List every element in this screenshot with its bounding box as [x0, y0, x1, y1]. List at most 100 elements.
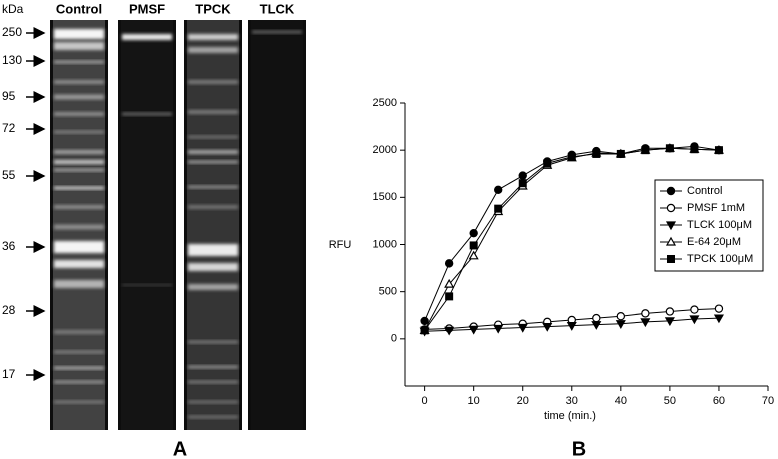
gel-band [122, 284, 172, 286]
point [444, 278, 455, 288]
y-tick-label: 2500 [373, 97, 397, 109]
gel-band [54, 42, 104, 50]
lane-label: TPCK [195, 1, 231, 16]
point [469, 228, 478, 238]
gel-band [54, 94, 104, 100]
x-tick-label: 20 [517, 395, 529, 407]
gel-band [54, 160, 104, 164]
point [641, 146, 650, 155]
gel-band [54, 280, 104, 288]
x-tick-label: 10 [468, 395, 480, 407]
point [444, 259, 454, 268]
point [690, 305, 699, 314]
point [665, 236, 677, 246]
point [494, 204, 503, 213]
marker-label: 36 [2, 239, 16, 253]
x-tick-label: 70 [762, 395, 774, 407]
gel-band [54, 168, 104, 172]
point [666, 186, 676, 196]
point [713, 314, 724, 324]
gel-band [54, 112, 104, 116]
x-axis-label: time (min.) [544, 410, 596, 422]
gel-band [54, 150, 104, 154]
point [517, 323, 528, 333]
gel-band [188, 160, 238, 164]
marker-label: 17 [2, 367, 16, 381]
gel-band [188, 244, 238, 256]
gel-band [188, 380, 238, 384]
gel-band [188, 340, 238, 344]
x-tick-label: 30 [566, 395, 578, 407]
point [666, 255, 675, 264]
plot: 0 500 1000 1500 2000 2500 0 10 20 30 40 50 60 70 Contr… [373, 97, 775, 407]
point [420, 326, 429, 335]
gel-band [54, 400, 104, 404]
point [592, 149, 601, 158]
point [690, 145, 699, 154]
point [665, 144, 674, 153]
gel-band [188, 284, 238, 290]
point [666, 203, 676, 213]
marker-label: 250 [2, 25, 22, 39]
point [714, 304, 724, 313]
point [444, 326, 455, 336]
gel-band [54, 330, 104, 334]
point [714, 146, 723, 155]
panel-label: A [173, 438, 187, 459]
legend-label: TPCK 100μM [687, 253, 753, 265]
point [567, 152, 576, 161]
x-tick-label: 60 [713, 395, 725, 407]
point [518, 179, 527, 188]
point [689, 315, 700, 325]
gel-band [54, 224, 104, 230]
legend-label: E-64 20μM [687, 236, 741, 248]
point [664, 317, 675, 327]
point [468, 325, 479, 335]
legend-label: Control [687, 185, 722, 197]
gel-unit: kDa [2, 2, 24, 16]
legend-label: PMSF 1mM [687, 202, 745, 214]
gel-band [188, 415, 238, 419]
point [445, 292, 454, 301]
panel-label: B [572, 438, 586, 459]
gel-band [54, 260, 104, 268]
marker-label: 130 [2, 53, 22, 67]
point [469, 241, 478, 250]
gel-band [188, 185, 238, 189]
gel-band [188, 47, 238, 53]
lane-label: PMSF [129, 1, 165, 16]
point [493, 324, 504, 334]
y-tick-label: 2000 [373, 144, 397, 156]
gel-band [188, 34, 238, 40]
marker-label: 72 [2, 121, 16, 135]
point [494, 185, 503, 194]
gel-band [122, 112, 172, 116]
gel-smear [121, 20, 173, 430]
point [543, 159, 552, 168]
point [640, 318, 651, 328]
point [616, 311, 626, 321]
gel-band [54, 186, 104, 190]
gel-band [252, 30, 302, 34]
gel-band [54, 380, 104, 384]
y-tick-label: 1000 [373, 238, 397, 250]
point [542, 322, 553, 332]
y-tick-label: 500 [379, 286, 397, 298]
gel-band [54, 350, 104, 354]
marker-label: 55 [2, 168, 16, 182]
legend-label: TLCK 100μM [687, 219, 752, 231]
point [592, 313, 601, 323]
gel-smear [251, 20, 303, 430]
gel-lane [248, 20, 306, 430]
gel-band [188, 80, 238, 84]
gel-band [54, 80, 104, 84]
y-axis-label: RFU [329, 239, 352, 251]
gel-band [54, 366, 104, 370]
gel-band [188, 365, 238, 369]
gel-band [188, 205, 238, 209]
point [665, 307, 675, 316]
y-tick-label: 1500 [373, 191, 397, 203]
point [468, 250, 479, 260]
gel-band [188, 110, 238, 114]
